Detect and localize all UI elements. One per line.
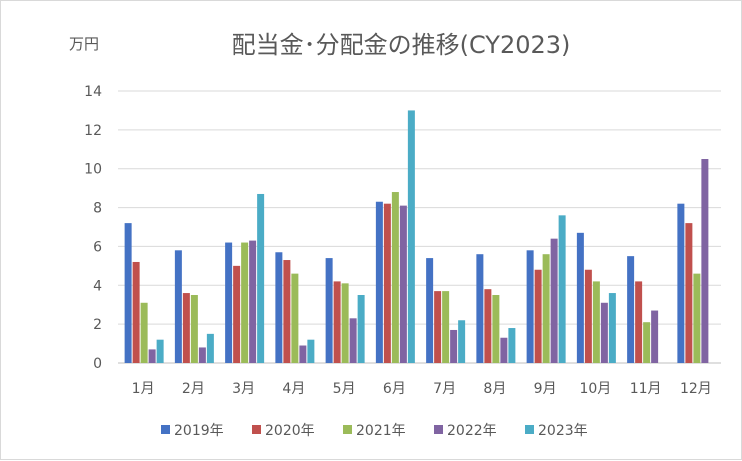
x-tick-label: 1月: [132, 381, 155, 397]
bar-2020年-8月: [484, 289, 492, 363]
bar-2021年-2月: [190, 295, 198, 363]
bar-2021年-11月: [643, 322, 651, 363]
bar-2022年-5月: [349, 318, 357, 363]
bar-2023年-9月: [558, 215, 566, 363]
y-tick-label: 2: [93, 317, 102, 333]
bar-2021年-3月: [241, 242, 249, 363]
bar-2019年-9月: [526, 250, 534, 363]
x-tick-label: 7月: [433, 381, 456, 397]
bar-2021年-7月: [442, 291, 450, 363]
bar-2021年-9月: [542, 254, 550, 363]
x-tick-label: 8月: [483, 381, 506, 397]
bar-2020年-2月: [182, 293, 190, 363]
x-tick-label: 3月: [232, 381, 255, 397]
legend-label: 2023年: [538, 423, 588, 439]
legend-label: 2020年: [265, 423, 315, 439]
bar-2020年-10月: [584, 269, 592, 363]
legend-label: 2021年: [356, 423, 406, 439]
bar-2020年-4月: [283, 260, 291, 363]
legend-label: 2022年: [447, 423, 497, 439]
chart-title: 配当金･分配金の推移(CY2023): [232, 31, 571, 59]
bar-2019年-2月: [174, 250, 182, 363]
legend-swatch: [525, 425, 534, 434]
bar-2022年-8月: [500, 337, 508, 363]
legend-label: 2019年: [174, 423, 224, 439]
bar-2021年-4月: [291, 273, 299, 363]
bar-2019年-12月: [677, 203, 685, 363]
bar-2022年-3月: [249, 240, 257, 363]
bar-2019年-7月: [426, 258, 434, 363]
bar-2021年-5月: [341, 283, 349, 363]
bar-2021年-10月: [592, 281, 600, 363]
x-tick-label: 6月: [383, 381, 406, 397]
bar-2022年-9月: [550, 238, 558, 363]
bar-2022年-12月: [701, 159, 709, 363]
bar-2022年-7月: [450, 329, 458, 363]
y-tick-label: 14: [84, 84, 102, 100]
bar-2020年-1月: [132, 261, 140, 363]
bar-2023年-4月: [307, 339, 315, 363]
bar-2023年-7月: [458, 320, 466, 363]
y-tick-label: 4: [93, 278, 102, 294]
bar-2020年-3月: [233, 265, 241, 363]
bar-2023年-10月: [608, 293, 616, 363]
bar-2023年-1月: [156, 339, 164, 363]
y-tick-label: 12: [84, 123, 102, 139]
legend-swatch: [161, 425, 170, 434]
bar-2019年-8月: [476, 254, 484, 363]
bar-2019年-6月: [375, 201, 383, 363]
x-tick-label: 9月: [534, 381, 557, 397]
gridlines: [118, 90, 721, 364]
x-tick-label: 12月: [680, 381, 712, 397]
bar-2020年-12月: [685, 223, 693, 363]
bar-2023年-3月: [257, 193, 265, 363]
bar-2021年-6月: [391, 192, 399, 363]
x-tick-label: 10月: [579, 381, 611, 397]
bar-2019年-11月: [627, 256, 635, 363]
bar-2022年-2月: [198, 347, 206, 363]
x-tick-label: 2月: [182, 381, 205, 397]
y-axis-unit-label: 万円: [69, 35, 99, 53]
bar-2022年-6月: [399, 205, 407, 363]
bar-2021年-12月: [693, 273, 701, 363]
y-axis-ticks: 0 2 4 6 8 10 12 14: [84, 84, 102, 372]
legend-swatch: [434, 425, 443, 434]
bar-2019年-1月: [124, 223, 132, 363]
y-tick-label: 6: [93, 239, 102, 255]
x-axis-ticks: 1月 2月 3月 4月 5月 6月 7月 8月 9月 10月 11月 12月: [132, 381, 712, 397]
bar-2023年-6月: [407, 110, 415, 363]
legend-swatch: [252, 425, 261, 434]
bar-2020年-5月: [333, 281, 341, 363]
legend-swatch: [343, 425, 352, 434]
bar-2020年-9月: [534, 269, 542, 363]
bar-2019年-3月: [225, 242, 233, 363]
bar-2020年-6月: [383, 203, 391, 363]
x-tick-label: 5月: [333, 381, 356, 397]
bars: [124, 110, 709, 363]
bar-2020年-7月: [434, 291, 442, 363]
bar-2021年-1月: [140, 302, 148, 363]
bar-2019年-5月: [325, 258, 333, 363]
bar-2022年-4月: [299, 345, 307, 363]
bar-2022年-11月: [651, 310, 659, 363]
bar-2019年-4月: [275, 252, 283, 363]
x-tick-label: 4月: [282, 381, 305, 397]
x-tick-label: 11月: [630, 381, 662, 397]
legend: 2019年 2020年 2021年 2022年 2023年: [161, 423, 588, 439]
y-tick-label: 0: [93, 356, 102, 372]
bar-2019年-10月: [576, 232, 584, 363]
bar-2021年-8月: [492, 295, 500, 363]
bar-2023年-5月: [357, 295, 365, 363]
y-tick-label: 10: [84, 162, 102, 178]
bar-2020年-11月: [635, 281, 643, 363]
bar-2023年-8月: [508, 328, 516, 363]
bar-2023年-2月: [206, 333, 214, 363]
y-tick-label: 8: [93, 201, 102, 217]
bar-2022年-1月: [148, 349, 156, 363]
bar-2022年-10月: [600, 302, 608, 363]
